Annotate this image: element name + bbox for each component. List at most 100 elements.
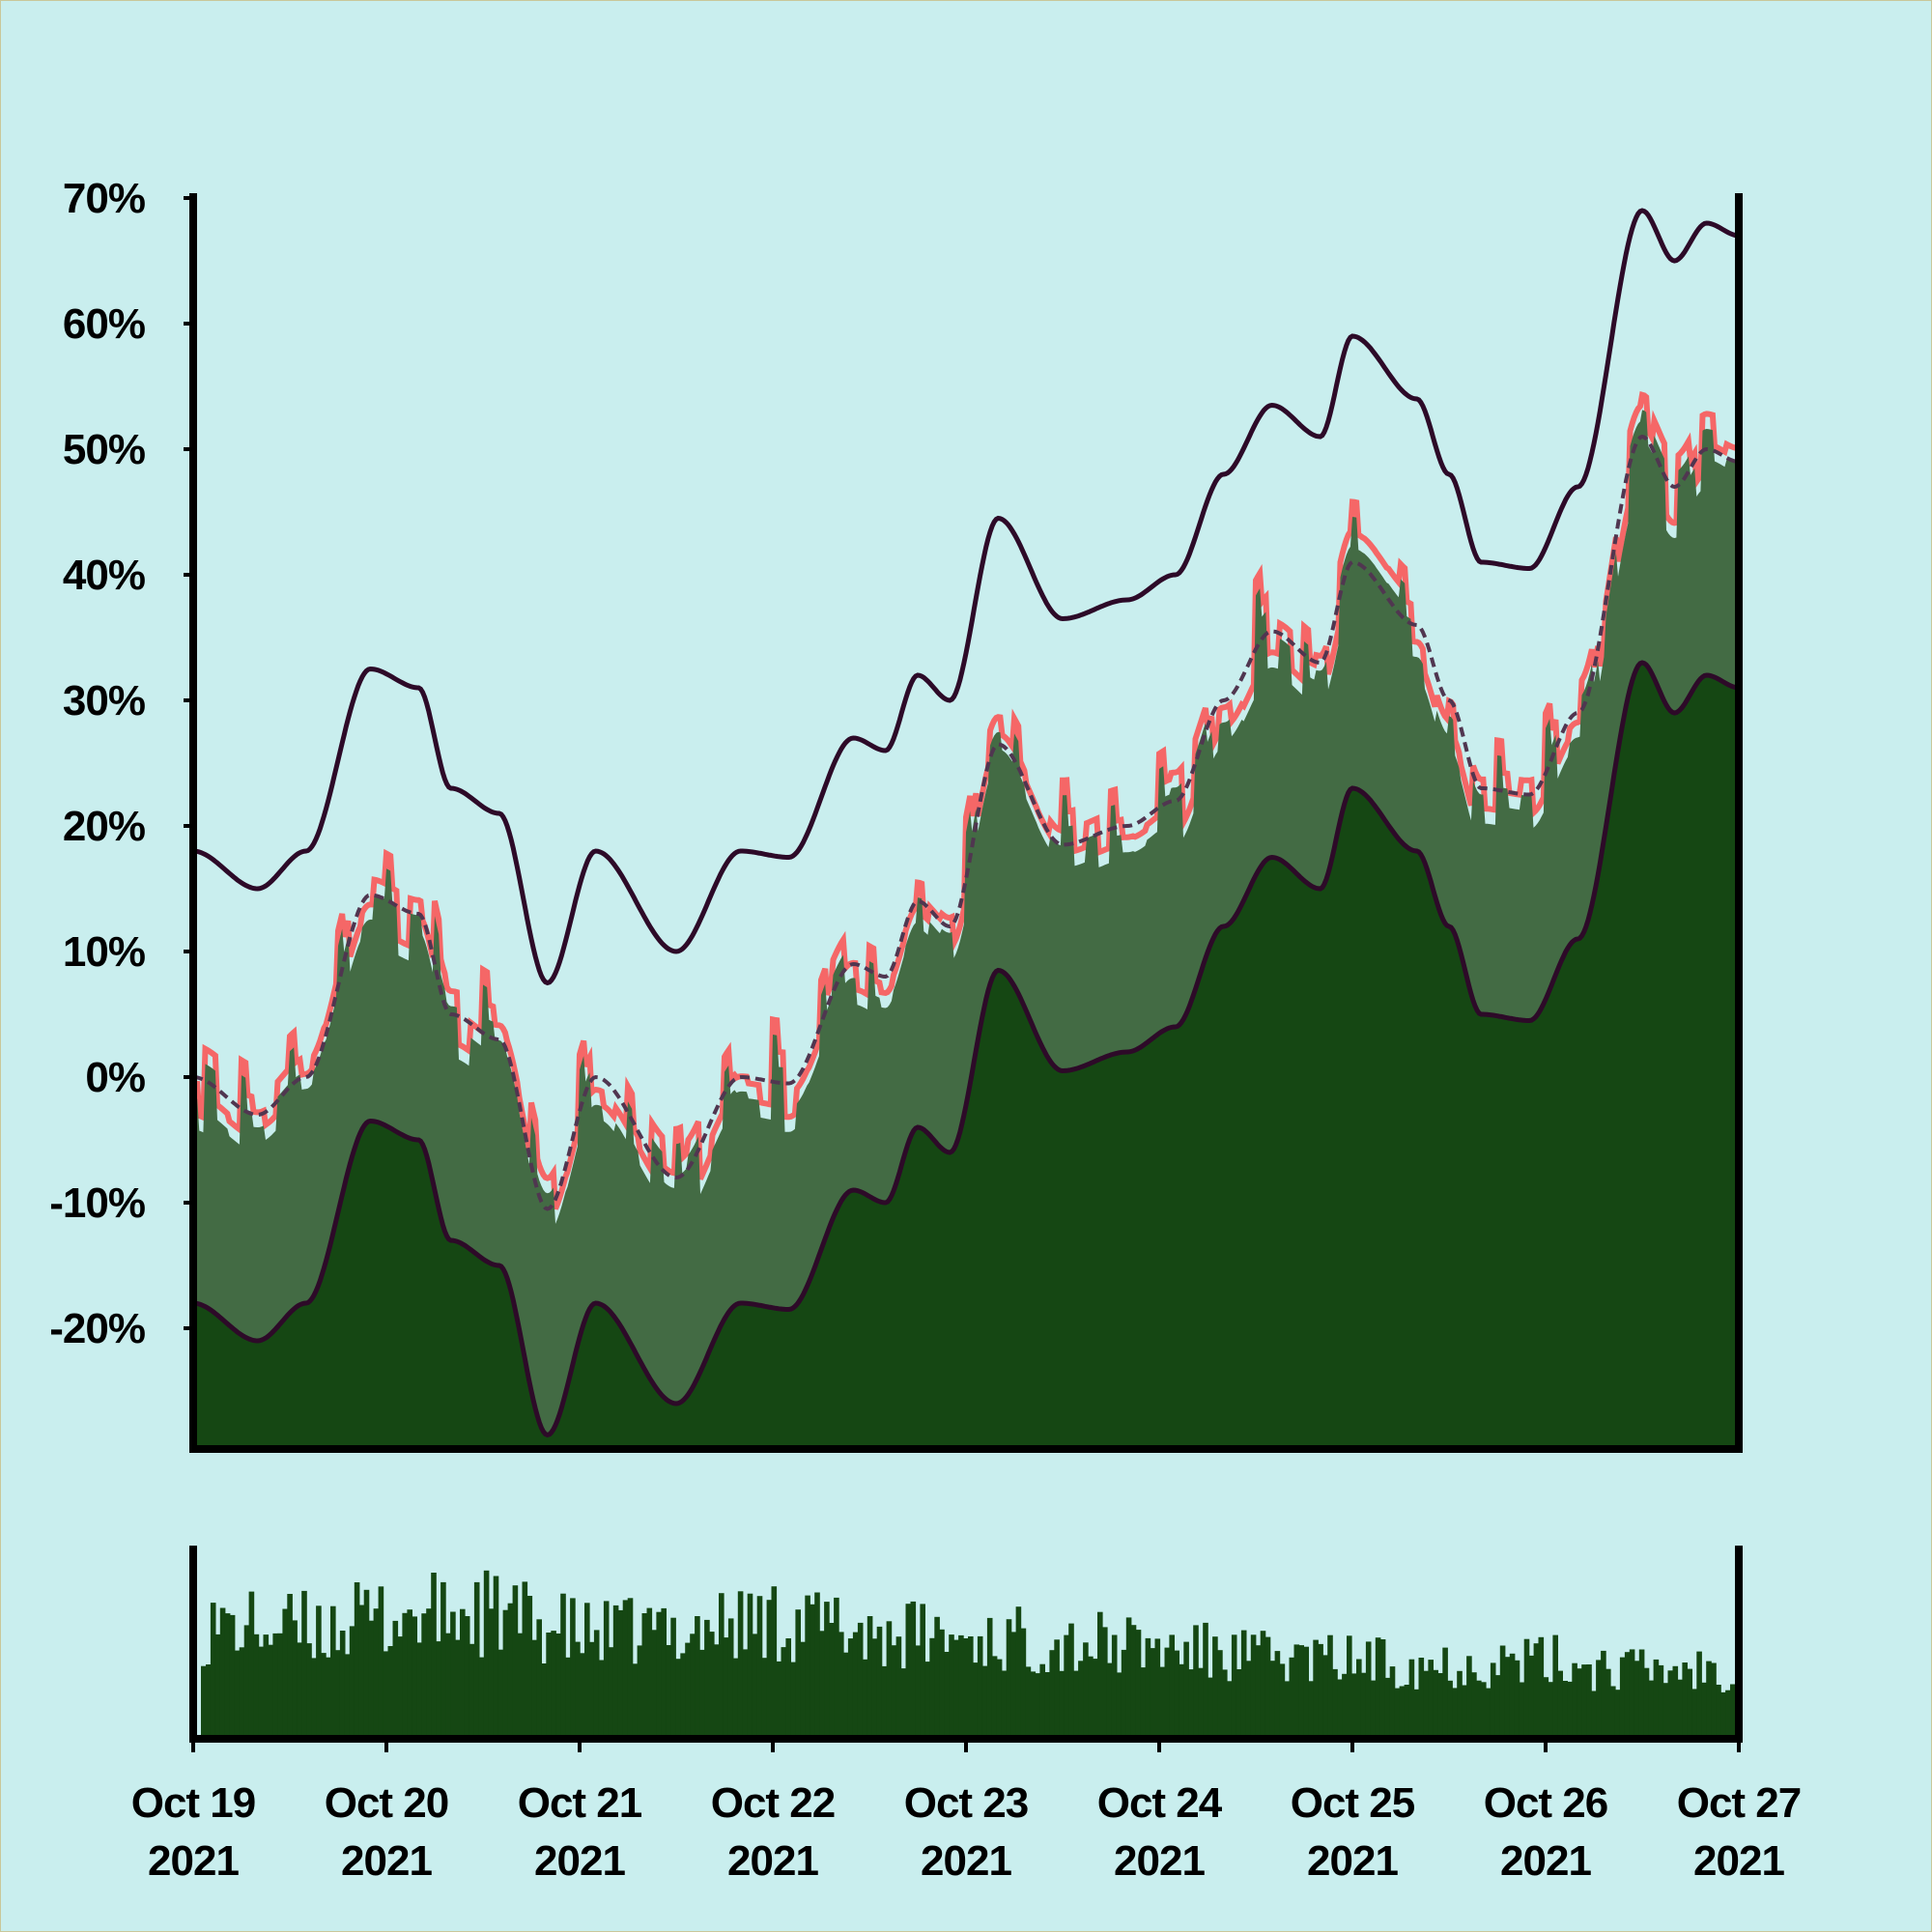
volume-bar (944, 1652, 950, 1739)
volume-bar (986, 1617, 993, 1739)
price-fill-area (193, 410, 1739, 1435)
volume-bar (1164, 1647, 1171, 1739)
volume-bar (1638, 1649, 1645, 1739)
volume-bar (1035, 1673, 1041, 1739)
volume-bar (301, 1590, 307, 1739)
volume-bar (1471, 1672, 1477, 1739)
volume-bar (1375, 1637, 1381, 1739)
volume-bar (1572, 1662, 1577, 1739)
volume-bar (1222, 1669, 1228, 1739)
x-tick-label-date: Oct 22 (711, 1779, 836, 1827)
volume-bar (575, 1641, 581, 1739)
volume-bar (996, 1659, 1003, 1739)
volume-bar (349, 1626, 355, 1739)
volume-bar (1476, 1680, 1482, 1739)
volume-bar (1183, 1641, 1189, 1739)
volume-bar (1720, 1691, 1726, 1739)
volume-bar (1591, 1690, 1597, 1739)
volume-bar (1687, 1668, 1692, 1739)
volume-bar (785, 1638, 791, 1739)
volume-bar (1193, 1625, 1199, 1739)
volume-bar (593, 1630, 600, 1739)
volume-bar (1135, 1630, 1142, 1739)
volume-bar (292, 1620, 298, 1739)
volume-bar (368, 1620, 375, 1739)
volume-bar (473, 1581, 480, 1739)
volume-bar (862, 1659, 868, 1739)
volume-bar (248, 1591, 255, 1739)
y-tick-label: -20% (49, 1305, 145, 1352)
volume-bar (258, 1646, 265, 1739)
volume-bar (1039, 1663, 1045, 1739)
volume-bar (1054, 1639, 1060, 1739)
volume-bar (685, 1642, 691, 1739)
volume-bar (1174, 1650, 1179, 1739)
volume-bar (829, 1623, 835, 1739)
x-tick-label-date: Oct 23 (904, 1779, 1029, 1827)
volume-bar (1370, 1680, 1377, 1739)
volume-bar (1691, 1689, 1697, 1739)
volume-bar (838, 1632, 844, 1739)
volume-bar (440, 1581, 446, 1739)
volume-bar (834, 1597, 839, 1739)
volume-bar (1538, 1636, 1545, 1739)
volume-bar (795, 1609, 801, 1739)
volume-bar (397, 1636, 404, 1739)
x-tick-label-date: Oct 19 (131, 1779, 256, 1827)
volume-bar (1379, 1639, 1386, 1739)
volume-bar (810, 1604, 815, 1739)
volume-bar (436, 1641, 441, 1739)
volume-bar (1533, 1643, 1540, 1739)
volume-bar (905, 1604, 912, 1739)
center-dashed-line (192, 434, 1740, 1211)
volume-bar (852, 1632, 859, 1739)
volume-bar (1198, 1667, 1204, 1739)
volume-bar (1279, 1663, 1286, 1739)
volume-bar (1088, 1656, 1094, 1739)
volume-bar (632, 1663, 639, 1739)
volume-bar (268, 1644, 274, 1739)
volume-bar (747, 1593, 753, 1739)
y-tick-label: 60% (63, 300, 145, 348)
volume-bar (1586, 1664, 1592, 1739)
volume-bar (358, 1605, 365, 1739)
volume-bar (924, 1662, 930, 1739)
volume-bar (210, 1603, 216, 1739)
volume-bar (421, 1613, 427, 1739)
volume-bar (1313, 1639, 1319, 1739)
volume-bar (589, 1641, 595, 1739)
volume-bar (224, 1613, 231, 1739)
volume-bar (1240, 1630, 1247, 1739)
volume-bar (1236, 1669, 1242, 1739)
x-tick-label-year: 2021 (921, 1837, 1011, 1885)
volume-bar (1548, 1682, 1554, 1739)
volume-bar (847, 1638, 854, 1739)
volume-bar (536, 1619, 542, 1739)
volume-bar (426, 1608, 432, 1739)
volume-bar (857, 1622, 864, 1739)
volume-bar (1217, 1650, 1223, 1739)
volume-bar (1677, 1679, 1684, 1739)
volume-bar (695, 1616, 700, 1739)
volume-bar (1447, 1680, 1453, 1739)
volume-bar (1255, 1645, 1262, 1739)
volume-bar (1610, 1686, 1616, 1739)
upper-envelope-line (192, 208, 1740, 986)
volume-bar (387, 1646, 394, 1739)
volume-bar (526, 1596, 533, 1739)
volume-bar (612, 1605, 619, 1739)
volume-bar (1351, 1673, 1357, 1739)
volume-bar (1658, 1664, 1664, 1739)
volume-bar (1269, 1661, 1276, 1739)
volume-bar (1486, 1688, 1492, 1739)
volume-bar (719, 1593, 724, 1739)
volume-bar (732, 1658, 739, 1739)
volume-bar (1212, 1636, 1218, 1739)
volume-bar (263, 1634, 270, 1739)
volume-bar (752, 1634, 758, 1739)
price-plot (192, 208, 1740, 1449)
volume-bar (201, 1665, 207, 1739)
volume-bar (843, 1652, 849, 1739)
volume-bar (1490, 1662, 1496, 1739)
volume-bar (886, 1621, 893, 1739)
